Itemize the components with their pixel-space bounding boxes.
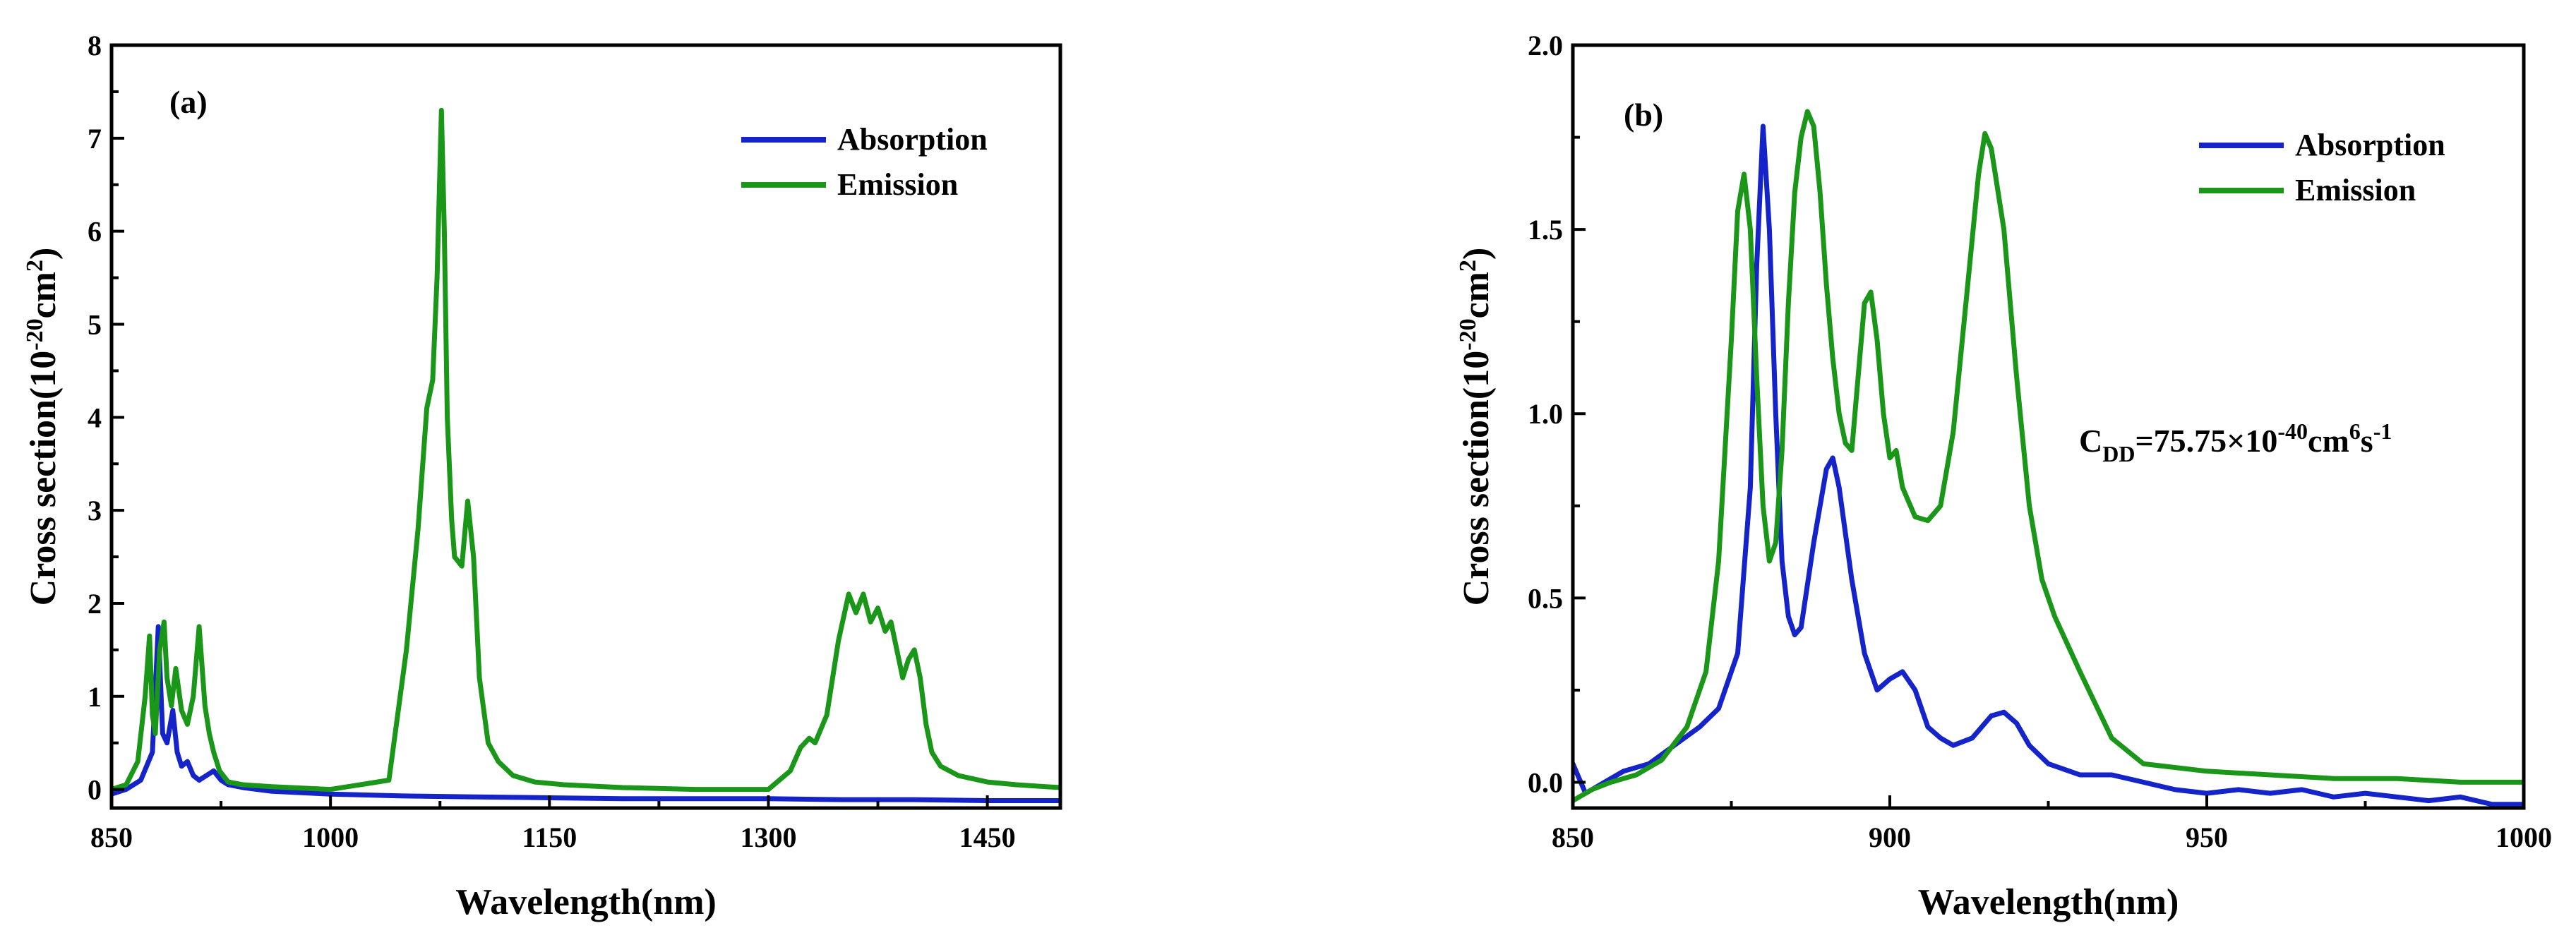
y-tick-label: 5 bbox=[88, 308, 102, 340]
legend-label-absorption: Absorption bbox=[2295, 128, 2445, 162]
x-tick-label: 850 bbox=[90, 821, 133, 853]
cdd-annotation: CDD=75.75×10-40cm6s-1 bbox=[2079, 418, 2392, 466]
panel-a: 850 1000 1150 1300 1450 0 1 2 3 4 5 6 7 8 Wavelength(n… bbox=[22, 30, 1062, 922]
panel-label: (b) bbox=[1624, 97, 1663, 133]
x-axis-title: Wavelength(nm) bbox=[455, 882, 717, 922]
y-tick-label: 8 bbox=[88, 30, 102, 61]
legend-label-absorption: Absorption bbox=[837, 122, 988, 157]
x-tick-label: 1000 bbox=[302, 821, 359, 853]
y-tick-label: 6 bbox=[88, 216, 102, 248]
y-tick-label: 2 bbox=[88, 588, 102, 620]
series-line-absorption bbox=[1573, 123, 2524, 807]
y-tick-label: 0.0 bbox=[1528, 766, 1563, 798]
series-line-absorption bbox=[112, 624, 1060, 803]
series-line-emission bbox=[1573, 109, 2524, 804]
y-tick-label: 4 bbox=[88, 402, 102, 433]
y-tick-label: 0 bbox=[88, 774, 102, 806]
y-tick-label: 1.0 bbox=[1528, 398, 1563, 430]
plot-frame bbox=[109, 43, 1062, 810]
series-line-emission bbox=[112, 107, 1060, 793]
y-tick-label: 2.0 bbox=[1528, 30, 1563, 61]
y-tick-label: 0.5 bbox=[1528, 582, 1563, 614]
y-tick-label: 1.5 bbox=[1528, 214, 1563, 246]
legend: Absorption Emission bbox=[741, 122, 988, 202]
x-tick-label: 1000 bbox=[2496, 821, 2552, 853]
y-tick-label: 1 bbox=[88, 681, 102, 713]
x-tick-label: 950 bbox=[2186, 821, 2228, 853]
x-tick-label: 1150 bbox=[522, 821, 577, 853]
x-tick-label: 1450 bbox=[959, 821, 1016, 853]
legend-label-emission: Emission bbox=[2295, 173, 2416, 207]
panel-label: (a) bbox=[169, 84, 208, 120]
y-axis-title: Cross section(10-20cm2) bbox=[1455, 248, 1497, 606]
x-tick-label: 900 bbox=[1869, 821, 1911, 853]
x-axis-title: Wavelength(nm) bbox=[1918, 882, 2179, 922]
panel-b: 850 900 950 1000 0.0 0.5 1.0 1.5 2.0 Wavelength(n… bbox=[1455, 30, 2552, 922]
x-tick-label: 1300 bbox=[740, 821, 796, 853]
legend-label-emission: Emission bbox=[837, 167, 958, 202]
legend: Absorption Emission bbox=[2199, 128, 2445, 207]
x-tick-label: 850 bbox=[1552, 821, 1594, 853]
y-tick-label: 7 bbox=[88, 123, 102, 155]
y-axis-title: Cross section(10-20cm2) bbox=[22, 248, 64, 606]
y-tick-label: 3 bbox=[88, 495, 102, 526]
